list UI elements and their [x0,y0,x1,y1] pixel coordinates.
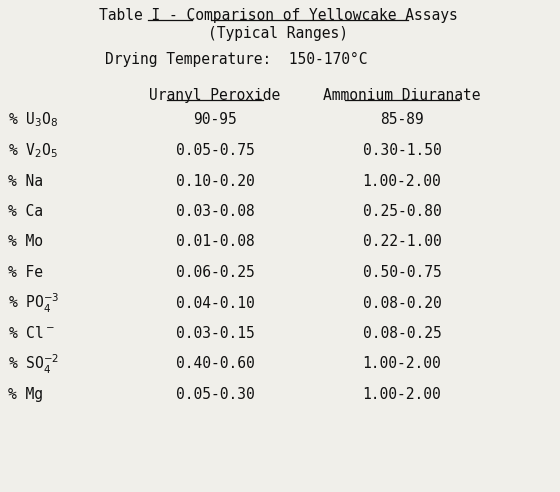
Text: 90-95: 90-95 [193,113,237,127]
Text: 0.04-0.10: 0.04-0.10 [176,296,254,310]
Text: 0.08-0.25: 0.08-0.25 [363,326,441,341]
Text: 1.00-2.00: 1.00-2.00 [363,357,441,371]
Text: 85-89: 85-89 [380,113,424,127]
Text: 0.50-0.75: 0.50-0.75 [363,265,441,280]
Text: 0.06-0.25: 0.06-0.25 [176,265,254,280]
Text: % Mo: % Mo [8,235,43,249]
Text: 0.05-0.75: 0.05-0.75 [176,143,254,158]
Text: 1.00-2.00: 1.00-2.00 [363,174,441,188]
Text: 0.03-0.15: 0.03-0.15 [176,326,254,341]
Text: % V$_2$O$_5$: % V$_2$O$_5$ [8,141,58,160]
Text: Ammonium Diuranate: Ammonium Diuranate [323,88,480,103]
Text: % U$_3$O$_8$: % U$_3$O$_8$ [8,111,58,129]
Text: 0.05-0.30: 0.05-0.30 [176,387,254,402]
Text: 0.03-0.08: 0.03-0.08 [176,204,254,219]
Text: 0.22-1.00: 0.22-1.00 [363,235,441,249]
Text: 0.25-0.80: 0.25-0.80 [363,204,441,219]
Text: 0.08-0.20: 0.08-0.20 [363,296,441,310]
Text: 0.01-0.08: 0.01-0.08 [176,235,254,249]
Text: 1.00-2.00: 1.00-2.00 [363,387,441,402]
Text: % Ca: % Ca [8,204,43,219]
Text: 0.40-0.60: 0.40-0.60 [176,357,254,371]
Text: % Fe: % Fe [8,265,43,280]
Text: Table I - Comparison of Yellowcake Assays: Table I - Comparison of Yellowcake Assay… [99,8,458,23]
Text: (Typical Ranges): (Typical Ranges) [208,26,348,41]
Text: % Na: % Na [8,174,43,188]
Text: % Cl$^-$: % Cl$^-$ [8,326,55,341]
Text: 0.10-0.20: 0.10-0.20 [176,174,254,188]
Text: Uranyl Peroxide: Uranyl Peroxide [150,88,281,103]
Text: Drying Temperature:  150-170°C: Drying Temperature: 150-170°C [105,52,367,67]
Text: % PO$_4^{-3}$: % PO$_4^{-3}$ [8,291,59,314]
Text: % Mg: % Mg [8,387,43,402]
Text: 0.30-1.50: 0.30-1.50 [363,143,441,158]
Text: % SO$_4^{-2}$: % SO$_4^{-2}$ [8,352,59,375]
